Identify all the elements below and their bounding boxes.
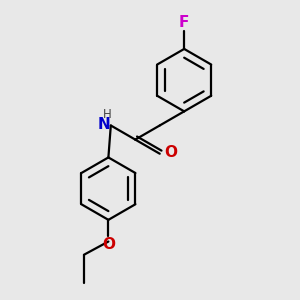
Text: F: F	[179, 15, 189, 30]
Text: O: O	[164, 145, 177, 160]
Text: N: N	[97, 117, 110, 132]
Text: H: H	[103, 108, 111, 121]
Text: O: O	[102, 237, 115, 252]
